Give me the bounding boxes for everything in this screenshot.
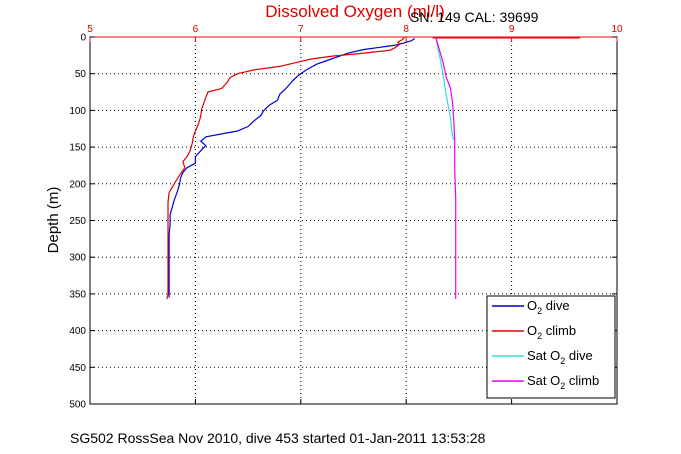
series-line-o2-dive <box>168 38 415 298</box>
legend-label-sat-o2-climb: Sat O2 climb <box>527 373 599 391</box>
x-tick-label: 8 <box>403 24 409 35</box>
dive-info-footer: SG502 RossSea Nov 2010, dive 453 started… <box>70 430 486 446</box>
series-line-o2-climb <box>166 37 405 300</box>
y-tick-label: 100 <box>69 106 86 117</box>
series-line-sat-o2-climb <box>435 36 457 299</box>
x-tick-label: 5 <box>87 24 93 35</box>
serial-calibration-label: SN: 149 CAL: 39699 <box>410 9 539 25</box>
series-layer <box>166 36 581 300</box>
y-tick-label: 50 <box>75 69 87 80</box>
legend-label-o2-dive: O2 dive <box>527 298 570 316</box>
legend-items: O2 dive O2 climb Sat O2 dive Sat O2 climb <box>492 298 599 391</box>
x-tick-label: 10 <box>611 24 623 35</box>
y-tick-label: 150 <box>69 143 86 154</box>
y-tick-label: 0 <box>80 33 86 44</box>
chart-title: Dissolved Oxygen (ml/l) <box>265 2 445 21</box>
x-tick-label: 6 <box>193 24 199 35</box>
legend-label-sat-o2-dive: Sat O2 dive <box>527 348 593 366</box>
y-axis-label: Depth (m) <box>45 187 62 254</box>
y-tick-label: 250 <box>69 216 86 227</box>
y-tick-label: 350 <box>69 289 86 300</box>
y-tick-label: 450 <box>69 363 86 374</box>
y-tick-label: 200 <box>69 179 86 190</box>
series-line-sat-o2-dive <box>435 36 455 140</box>
y-tick-label: 300 <box>69 253 86 264</box>
y-tick-label: 500 <box>69 400 86 411</box>
y-tick-label: 400 <box>69 326 86 337</box>
legend: O2 dive O2 climb Sat O2 dive Sat O2 climb <box>486 295 616 399</box>
x-tick-label: 9 <box>509 24 515 35</box>
x-tick-label: 7 <box>298 24 304 35</box>
legend-label-o2-climb: O2 climb <box>527 323 576 341</box>
